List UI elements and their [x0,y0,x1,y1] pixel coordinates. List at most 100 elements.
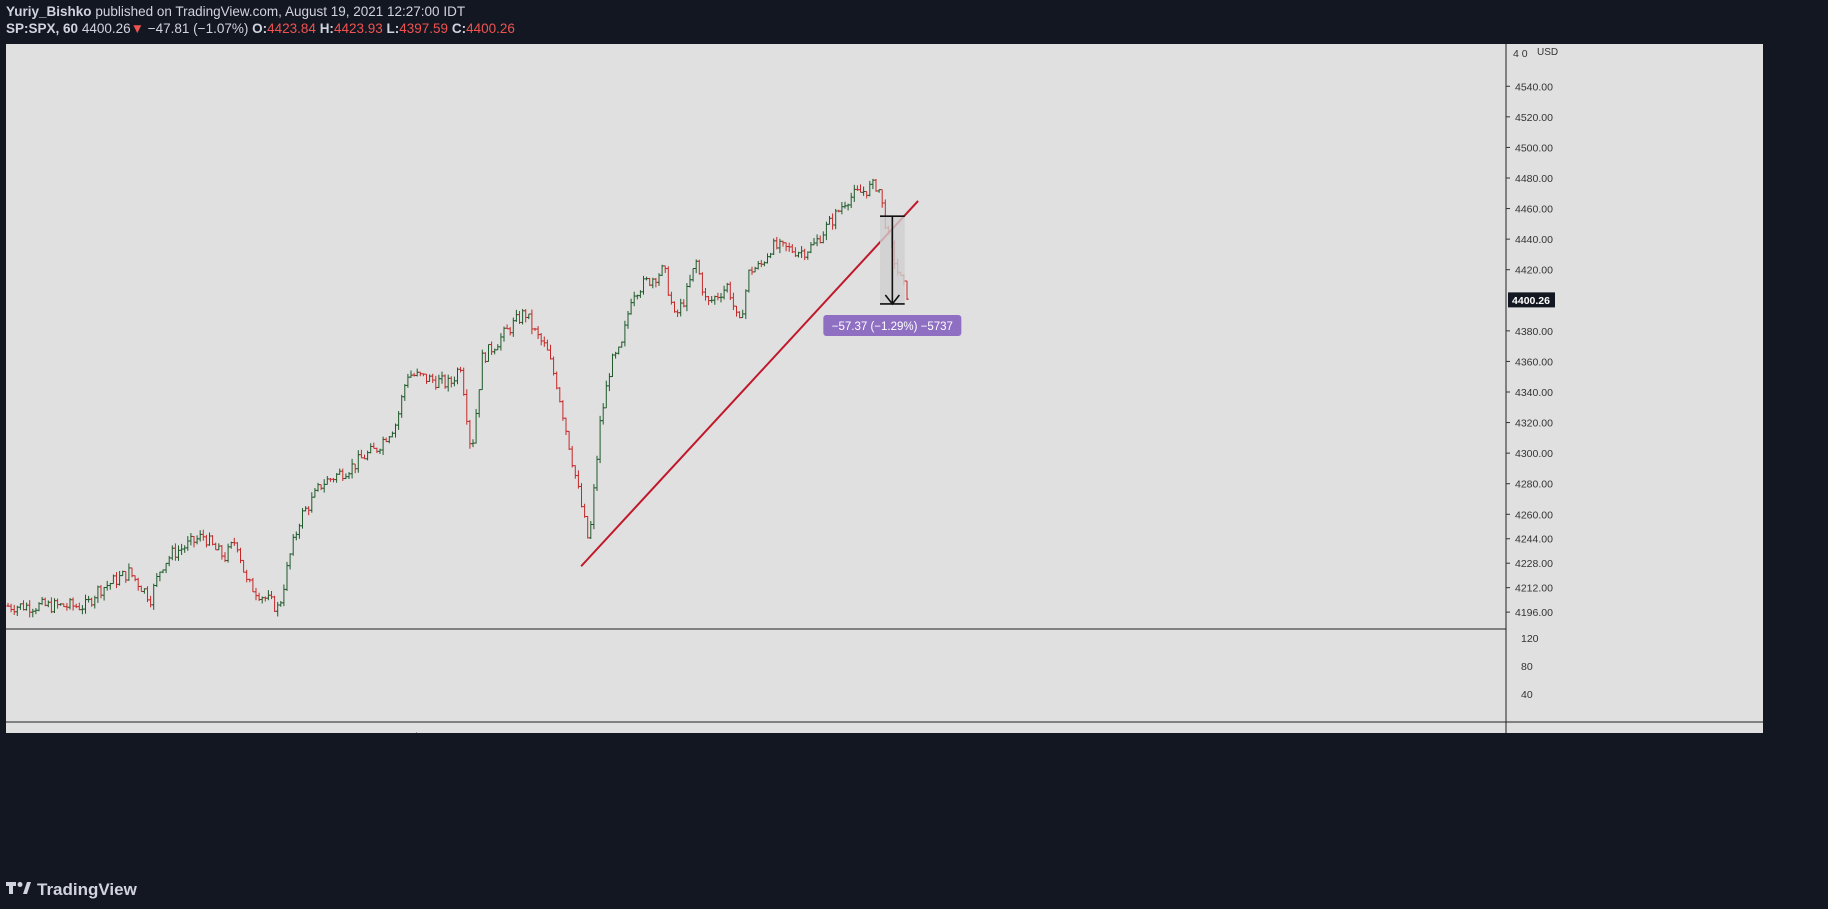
price-range-measure[interactable]: −57.37 (−1.29%) −5737 [823,215,962,336]
ohlc-bar [477,389,481,418]
ohlc-bar [161,569,165,574]
ohlc-bar [421,373,426,377]
ohlc-bar [660,264,664,277]
ohlc-bar [406,373,410,388]
ohlc-bar [651,277,655,289]
ohlc-bar [520,308,525,325]
ohlc-bar [598,415,602,464]
ohlc-bar [790,244,795,254]
ohlc-bar [111,574,116,585]
ohlc-bar [762,261,767,267]
ohlc-bar [567,430,571,450]
ohlc-bar [427,374,432,382]
price-chart[interactable]: −57.37 (−1.29%) −5737 4540.00 4520.00 4500… [6,44,1763,733]
ohlc-bar [706,295,711,306]
ohlc-bar [344,473,348,480]
ohlc-bar [849,192,853,209]
ohlc-bar [192,535,196,548]
footer-brand[interactable]: TradingView [6,880,137,900]
ohlc-bar [610,353,615,378]
ohlc-bar [750,266,754,275]
ohlc-bar [530,309,534,335]
ohlc-bar [316,482,320,492]
ohlc-bar [499,333,503,351]
ohlc-bar [682,299,686,308]
ohlc-bar [207,532,212,546]
ohlc-bar [424,373,429,384]
time-axis[interactable]: Jun 19:30 14 21 Jul 12 19 26 Aug 9 16 23 Sep 13 20 19:3… [59,731,1493,733]
ohlc-bar [573,465,578,479]
ohlc-bar [551,356,556,376]
ohlc-bar [124,570,128,583]
ohlc-bar [623,320,627,347]
time-axis-label: 14 [204,731,216,733]
ohlc-bar [74,603,78,609]
ohlc-bar [89,597,94,607]
ohlc-bar [117,570,122,586]
ohlc-bar [114,572,119,589]
ohlc-bar [796,251,801,258]
ohlc-bar [799,246,804,258]
ohlc-bar [601,403,605,425]
ohlc-bar [722,285,726,300]
ohlc-bar [663,265,667,273]
high-label: H: [319,21,334,36]
symbol: SP:SPX, 60 [6,21,79,36]
ohlc-bar [747,269,751,293]
trendline[interactable] [580,200,919,567]
ohlc-bar [824,221,829,241]
ohlc-bar [626,310,630,329]
price-axis-label: 4300.00 [1515,448,1553,460]
measure-label-box [823,314,962,336]
ohlc-bar [449,376,454,388]
ohlc-bar [359,449,364,459]
low-value: 4397.59 [399,21,449,36]
ohlc-bar [700,272,705,296]
ohlc-bar [781,240,785,247]
price-axis[interactable]: 4540.00 4520.00 4500.00 4480.00 4460.00 4440.… [1506,81,1553,619]
ohlc-bar [347,472,351,480]
ohlc-bar [229,541,233,549]
ohlc-bar [204,534,209,548]
ohlc-bar [403,384,407,401]
ohlc-bar [830,213,835,230]
ohlc-bar [18,603,23,610]
ohlc-bar [815,234,819,247]
price-axis-background [1506,44,1763,733]
price-axis-label: 4520.00 [1515,112,1553,124]
ohlc-bar [756,260,760,270]
ohlc-bar [744,289,748,320]
ohlc-bar [641,275,646,295]
price-axis-label: 4260.00 [1515,509,1553,521]
ohlc-bar [502,326,506,342]
ohlc-bar [840,201,844,215]
ohlc-bar [260,596,264,604]
ohlc-bar [49,597,54,614]
measure-label: −57.37 (−1.29%) −5737 [832,321,953,333]
ohlc-bar [105,580,109,591]
ohlc-bar [189,533,193,546]
ohlc-bar [437,374,441,388]
ohlc-bar [678,298,683,317]
ohlc-bar [170,545,175,561]
ohlc-bar [80,605,85,615]
ohlc-bar [511,317,516,337]
ohlc-bar [55,598,60,609]
ohlc-bar [272,595,277,612]
chart-pane[interactable]: −57.37 (−1.29%) −5737 4540.00 4520.00 4500… [6,44,1763,733]
ohlc-bar [871,178,875,190]
ohlc-bar [576,470,581,489]
ohlc-bar [381,436,385,456]
ohlc-bar [592,484,596,530]
time-axis-label: 19 [572,731,584,733]
ohlc-bar [775,236,779,250]
ohlc-bar [759,259,764,268]
ohlc-bar [151,583,156,610]
ohlc-bar [561,400,565,421]
ohlc-bar [142,588,147,594]
ohlc-bar [465,389,469,425]
ohlc-bar [139,585,144,593]
ohlc-bar [310,492,314,513]
ohlc-bar [874,178,878,192]
time-axis-label: 19:30 [1313,731,1339,733]
